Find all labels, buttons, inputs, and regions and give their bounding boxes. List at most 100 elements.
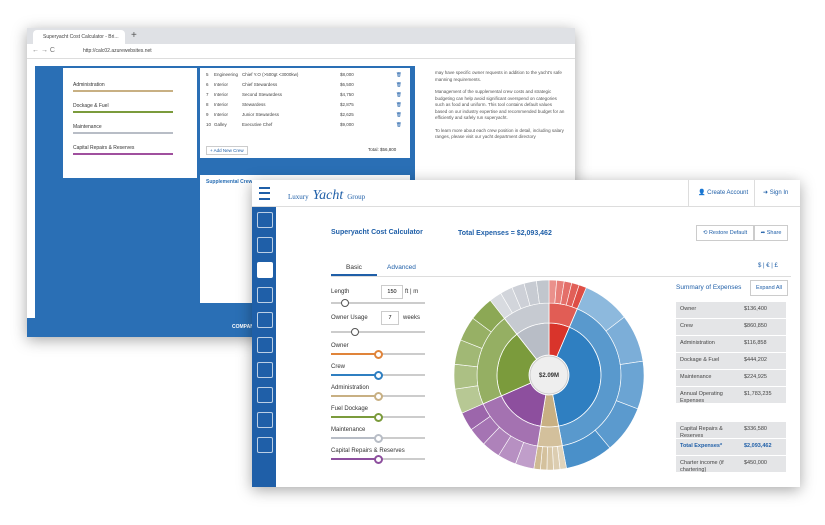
delete-icon[interactable]: 🗑: [396, 82, 402, 87]
summary-row: Total Expenses* $2,093,462: [676, 439, 786, 456]
restore-button[interactable]: ⟲ Restore Default: [696, 225, 754, 241]
calc-title: Superyacht Cost Calculator: [331, 229, 423, 236]
summary-amount: $136,400: [744, 306, 767, 312]
tab-basic[interactable]: Basic: [331, 258, 377, 276]
summary-row: Crew $860,850: [676, 319, 786, 336]
slider-knob[interactable]: [374, 434, 383, 443]
summary-table: Owner $136,400 Crew $860,850 Administration $…: [676, 302, 786, 404]
slider-knob[interactable]: [351, 328, 359, 336]
share-label: Share: [766, 230, 782, 236]
crew-cell: Galley: [214, 122, 227, 127]
crew-cell: 9: [206, 112, 209, 117]
usage-input[interactable]: 7: [381, 311, 399, 325]
summary-row: Maintenance $224,925: [676, 370, 786, 387]
delete-icon[interactable]: 🗑: [396, 112, 402, 117]
add-crew[interactable]: + Add New Crew: [206, 146, 248, 155]
sidebar-icon[interactable]: [257, 212, 273, 228]
logo-word: Yacht: [312, 188, 344, 203]
summary-row: Owner $136,400: [676, 302, 786, 319]
slider-label: Crew: [331, 364, 346, 370]
sidebar-icon[interactable]: [257, 337, 273, 353]
crew-cell: Chief Stewardess: [242, 82, 278, 87]
delete-icon[interactable]: 🗑: [396, 122, 402, 127]
slider-bar: [73, 90, 173, 92]
slider-label: Maintenance: [331, 427, 366, 433]
slider-bar: [73, 111, 173, 113]
crew-cell: $4,750: [340, 92, 354, 97]
new-tab[interactable]: +: [131, 30, 137, 41]
expand-all[interactable]: Expand All: [750, 280, 788, 296]
sidebar-icon[interactable]: [257, 262, 273, 278]
slider-fill: [331, 395, 377, 397]
crew-cell: $2,875: [340, 102, 354, 107]
usage-value: 7: [388, 315, 392, 321]
logo-word: Luxury: [288, 193, 309, 201]
delete-icon[interactable]: 🗑: [396, 102, 402, 107]
slider-label: Capital Repairs & Reserves: [331, 448, 405, 454]
slider-knob[interactable]: [374, 350, 383, 359]
slider-knob[interactable]: [374, 455, 383, 464]
icon-sidebar: [252, 207, 276, 487]
crew-cell: Engineering: [214, 72, 239, 77]
crew-cell: Interior: [214, 82, 229, 87]
sidebar-icon[interactable]: [257, 387, 273, 403]
sidebar-icon[interactable]: [257, 287, 273, 303]
tab-title: Superyacht Cost Calculator - Bri...: [43, 34, 119, 40]
crew-cell: 6: [206, 82, 209, 87]
summary-label: Dockage & Fuel: [680, 357, 720, 363]
tab-label: Basic: [346, 264, 362, 271]
slider-fill: [331, 437, 377, 439]
crew-table: 5 Engineering Chief Y.O (>500gt <3000kw) $8…: [200, 68, 410, 158]
slider-knob[interactable]: [341, 299, 349, 307]
logo: Luxury Yacht Group: [288, 186, 365, 204]
delete-icon[interactable]: 🗑: [396, 92, 402, 97]
slider-knob[interactable]: [374, 413, 383, 422]
sunburst-segment: [537, 425, 563, 448]
sunburst-slice: [536, 280, 550, 304]
tab-bar: [27, 28, 575, 44]
crew-cell: Stewardess: [242, 102, 266, 107]
summary-label: Annual Operating Expenses: [680, 391, 723, 404]
nav-buttons[interactable]: ← → C: [32, 47, 55, 54]
summary-table: Capital Repairs & Reserves $336,580 Total …: [676, 422, 786, 473]
sidebar-icon[interactable]: [257, 312, 273, 328]
summary-amount: $336,580: [744, 426, 767, 432]
front-window: Luxury Yacht Group 👤 Create Account ➜ Si…: [252, 180, 800, 487]
menu-icon[interactable]: [259, 187, 270, 200]
paragraph: may have specific owner requests in addi…: [435, 70, 562, 82]
crew-cell: Interior: [214, 112, 229, 117]
slider-fill: [331, 353, 377, 355]
slider-label: Owner: [331, 343, 349, 349]
summary-amount: $444,202: [744, 357, 767, 363]
length-label: Length: [331, 289, 350, 295]
sidebar-icon[interactable]: [257, 437, 273, 453]
length-value: 150: [387, 289, 397, 295]
sunburst-slice: [546, 446, 554, 471]
summary-row: Capital Repairs & Reserves $336,580: [676, 422, 786, 439]
slider-knob[interactable]: [374, 371, 383, 380]
sidebar-label: Capital Repairs & Reserves: [73, 145, 135, 151]
left-card: Administration Dockage & Fuel Maintenance C…: [63, 68, 197, 178]
summary-amount: $224,925: [744, 374, 767, 380]
sunburst-slice: [453, 363, 479, 390]
sign-in[interactable]: ➜ Sign In: [763, 190, 789, 196]
length-input[interactable]: 150: [381, 285, 403, 299]
slider-knob[interactable]: [374, 392, 383, 401]
summary-amount: $1,783,235: [744, 391, 772, 397]
summary-title: Summary of Expenses: [676, 284, 742, 291]
delete-icon[interactable]: 🗑: [396, 72, 402, 77]
slider-fill: [331, 374, 377, 376]
sidebar-icon[interactable]: [257, 412, 273, 428]
summary-amount: $116,858: [744, 340, 767, 346]
crew-cell: Second Stewardess: [242, 92, 283, 97]
tab[interactable]: Superyacht Cost Calculator - Bri...: [33, 30, 125, 44]
tab-advanced[interactable]: Advanced: [379, 258, 429, 274]
currency-switch[interactable]: $ | € | £: [758, 263, 778, 269]
share-button[interactable]: ➦ Share: [754, 225, 788, 241]
sidebar-icon[interactable]: [257, 362, 273, 378]
tab-label: Advanced: [387, 264, 416, 271]
summary-amount: $450,000: [744, 460, 767, 466]
slider-bar: [73, 132, 173, 134]
create-account[interactable]: 👤 Create Account: [698, 190, 749, 196]
sidebar-icon[interactable]: [257, 237, 273, 253]
